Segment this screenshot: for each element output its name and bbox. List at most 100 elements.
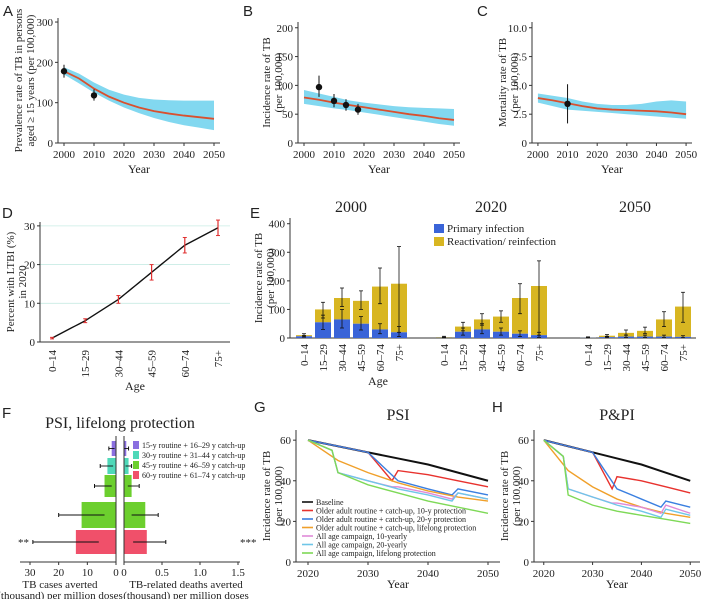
x-tick-label-group: 45–59 <box>147 350 159 378</box>
x-tick-label: 45–59 <box>640 344 652 372</box>
x-tick-label: 2030 <box>143 149 166 161</box>
x-tick-label: 45–59 <box>147 350 159 378</box>
bar-reactivation <box>656 319 672 337</box>
x-tick-label-group: 75+ <box>534 344 546 361</box>
observed-point <box>315 75 323 97</box>
y-axis-title-line2: aged ≥ 15 years (per 100,000) <box>25 14 37 146</box>
y-tick-label: 20 <box>518 516 530 528</box>
x-tick-label-group: 15–29 <box>80 350 92 378</box>
x-tick-label: 2040 <box>413 149 436 161</box>
y-axis-title-line1: Percent with LTBI (%) <box>5 231 17 332</box>
y-axis-title-line2: in 2020 <box>17 265 29 299</box>
group-title: 2000 <box>335 199 367 216</box>
ltbi-point <box>116 295 121 304</box>
x-tick-label-group: 0–14 <box>583 344 595 367</box>
y-tick-label: 300 <box>37 17 54 29</box>
stacked-bar <box>675 291 691 339</box>
x-tick-label-group: 0–14 <box>299 344 311 367</box>
y-tick-label: 200 <box>37 57 54 69</box>
bar-reactivation <box>372 286 388 330</box>
x-tick-label: 45–59 <box>496 344 508 372</box>
y-tick-label: 7.5 <box>513 52 527 64</box>
bar-primary <box>315 322 331 338</box>
x-tick-label: 2010 <box>83 149 106 161</box>
stacked-bar <box>455 321 471 338</box>
panel-label: F <box>2 405 11 422</box>
x-tick-label: 30–44 <box>621 344 633 372</box>
x-axis-title: Age <box>368 374 388 388</box>
chart-title: PSI, lifelong protection <box>45 415 195 432</box>
y-tick-label: 150 <box>277 52 294 64</box>
legend-label: All age campaign, 20-yearly <box>316 541 407 550</box>
x-tick-label: 2010 <box>323 149 346 161</box>
y-axis-title-line2: (per 100,000) <box>511 466 523 526</box>
uncertainty-band <box>304 89 454 126</box>
x-tick-label: 15–29 <box>458 344 470 372</box>
legend-swatch-primary <box>434 224 444 233</box>
stacked-bar <box>353 290 369 338</box>
y-tick-label: 0 <box>280 333 286 345</box>
legend-label: All age campaign, lifelong protection <box>316 549 436 558</box>
y-tick-label: 0 <box>30 337 36 349</box>
y-tick-label: 10.0 <box>508 23 528 35</box>
averted-bar-pair <box>99 458 133 474</box>
x-tick-label-group: 60–74 <box>659 344 671 372</box>
x-tick-label: 2020 <box>586 149 609 161</box>
x-tick-label: 15–29 <box>602 344 614 372</box>
y-axis-title: Incidence rate of TB (per 100,000) <box>261 451 285 542</box>
y-axis-title: Mortality rate of TB (per 100,000) <box>497 38 521 127</box>
legend: Baseline Older adult routine + catch-up, … <box>302 498 476 558</box>
y-tick-label: 400 <box>269 219 286 231</box>
x-axis-title: Age <box>125 379 145 393</box>
stacked-bar <box>296 333 312 338</box>
y-axis-title-line2: (per 100,000) <box>509 52 521 112</box>
y-axis-title-line2: (per 100,000) <box>265 248 277 308</box>
ltbi-point <box>149 264 154 281</box>
x-tick-label-group: 60–74 <box>375 344 387 372</box>
observed-dot <box>90 92 98 99</box>
x-tick-label: 2000 <box>53 149 76 161</box>
x-tick-label: 2040 <box>173 149 196 161</box>
model-line <box>63 70 215 120</box>
x-tick-label-group: 30–44 <box>337 344 349 372</box>
legend-label: 30-y routine + 31–44 y catch-up <box>142 451 245 460</box>
x-axis-title: Year <box>128 162 150 176</box>
observed-dot <box>60 68 68 75</box>
x-tick-label: 2000 <box>527 149 550 161</box>
x-tick-label: 0.5 <box>155 567 169 579</box>
x-tick-label: 0 <box>121 567 127 579</box>
x-tick-label: 60–74 <box>375 344 387 372</box>
legend-swatch <box>133 461 139 469</box>
y-tick-label: 30 <box>24 221 36 233</box>
ltbi-point <box>50 336 54 340</box>
x-tick-label-group: 30–44 <box>113 350 125 378</box>
legend-label: Baseline <box>316 498 344 507</box>
x-tick-label: 2020 <box>297 568 320 580</box>
x-tick-label-group: 60–74 <box>515 344 527 372</box>
bar-reactivation <box>353 300 369 324</box>
uncertainty-band <box>537 93 687 119</box>
panel-label: E <box>250 205 260 222</box>
x-tick-label: 1.5 <box>231 567 245 579</box>
x-tick-label-group: 15–29 <box>458 344 470 372</box>
panel-label: A <box>3 3 13 20</box>
x-tick-label: 15–29 <box>318 344 330 372</box>
ltbi-point <box>83 318 88 324</box>
x-tick-label: 2020 <box>533 568 556 580</box>
observed-point <box>330 94 338 108</box>
x-tick-label: 75+ <box>534 344 546 361</box>
x-tick-label: 2020 <box>113 149 136 161</box>
y-tick-label: 60 <box>518 435 530 447</box>
x-tick-label: 10 <box>82 567 94 579</box>
observed-dot <box>564 100 571 108</box>
x-tick-label: 15–29 <box>80 350 92 378</box>
y-axis-title-line2: (per 100,000) <box>273 466 285 526</box>
legend-label: Older adult routine + catch-up, 20-y pro… <box>316 515 466 524</box>
x-tick-label-group: 0–14 <box>439 344 451 367</box>
observed-dot <box>342 101 350 109</box>
y-axis-title: Prevalence rate of TB in persons aged ≥ 1… <box>13 9 37 153</box>
panel-label: C <box>477 3 488 20</box>
